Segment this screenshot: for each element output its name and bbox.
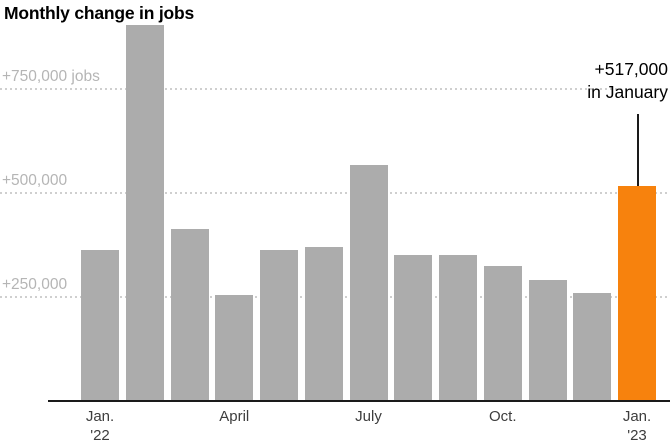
y-axis-label-250k: +250,000 [2,276,68,293]
x-tick-label: Jan. '22 [85,408,115,444]
gridline-750k [0,88,670,90]
annotation-leader-line [637,114,639,186]
annotation-callout: +517,000 in January [587,58,668,104]
y-axis-label-750k: +750,000 jobs [2,68,100,85]
annotation-value: +517,000 [594,59,668,79]
bar-july-22 [349,164,388,401]
bar-dec-22 [573,292,612,401]
x-tick-label: Oct. [488,408,517,425]
bar-aug-22 [394,254,433,401]
y-axis-label-500k: +500,000 [2,172,68,189]
bar-march-22 [170,228,209,401]
bar-jan-23 [618,185,656,401]
bar-nov-22 [528,280,567,401]
x-tick-label: April [219,408,250,425]
chart-title: Monthly change in jobs [4,3,195,23]
bar-may-22 [260,249,298,401]
bar-april-22 [215,295,254,401]
bar-oct-22 [483,266,522,401]
bar-june-22 [304,247,343,401]
bar-jan-22 [81,249,119,401]
bar-sept-22 [439,255,477,401]
bar-feb-22 [125,24,164,401]
x-axis-line [48,400,670,402]
gridline-500k [0,192,670,194]
x-tick-label: Jan. '23 [622,408,652,444]
x-tick-label: July [355,408,382,425]
annotation-label: in January [587,82,668,102]
